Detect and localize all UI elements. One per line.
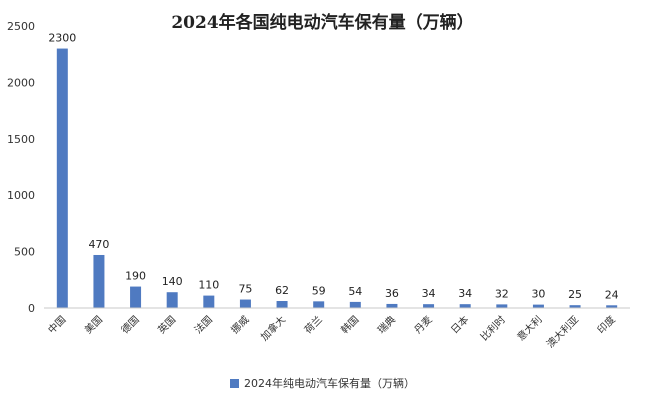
data-label: 54	[348, 285, 362, 298]
data-label: 25	[568, 288, 582, 301]
bar	[459, 304, 471, 308]
bar	[569, 305, 581, 308]
x-axis: 中国 美国 德国 英国 法国 挪威 加拿大 荷兰 韩国 瑞典 丹麦 日本 比利时 意大利 澳大利亚 印度	[44, 307, 630, 350]
bar	[496, 304, 508, 308]
data-label: 62	[275, 284, 289, 297]
data-label: 32	[495, 287, 509, 300]
x-tick-label: 意大利	[514, 313, 544, 343]
x-tick-label: 英国	[155, 313, 178, 336]
x-tick-label: 荷兰	[301, 313, 324, 336]
data-label: 59	[312, 284, 326, 297]
bar	[313, 301, 325, 308]
data-label: 30	[531, 288, 545, 301]
y-tick-label: 0	[28, 302, 35, 315]
y-tick-label: 1500	[7, 133, 35, 146]
data-label: 24	[605, 288, 619, 301]
legend-swatch	[230, 379, 239, 388]
y-tick-label: 500	[14, 246, 35, 259]
y-tick-label: 2000	[7, 76, 35, 89]
bar	[93, 254, 105, 308]
x-tick-label: 丹麦	[412, 314, 435, 337]
data-label: 34	[458, 287, 472, 300]
bar	[606, 305, 618, 308]
x-tick-label: 加拿大	[258, 313, 288, 343]
data-label: 110	[198, 279, 219, 292]
x-tick-label: 瑞典	[375, 313, 398, 336]
chart-title: 2024年各国纯电动汽车保有量（万辆）	[171, 13, 474, 33]
x-tick-label: 澳大利亚	[544, 313, 581, 350]
bar	[276, 301, 288, 308]
bar	[349, 301, 361, 308]
data-label: 2300	[48, 32, 76, 45]
data-label: 36	[385, 287, 399, 300]
x-tick-label: 美国	[82, 313, 105, 336]
x-tick-label: 韩国	[338, 313, 361, 336]
bar	[423, 304, 435, 308]
bar	[239, 299, 251, 308]
data-label: 34	[422, 287, 436, 300]
bar	[56, 48, 68, 309]
bar	[203, 295, 215, 308]
data-label: 140	[162, 275, 183, 288]
x-tick-label: 德国	[118, 313, 141, 336]
y-tick-label: 2500	[7, 20, 35, 33]
x-tick-label: 法国	[192, 313, 215, 336]
legend: 2024年纯电动汽车保有量（万辆）	[0, 375, 645, 391]
bar-series: 2300 470 190 140 110 75 62 59 54 36 34 34 32 30 25 24	[48, 32, 619, 309]
bar	[166, 292, 178, 308]
x-tick-label: 挪威	[228, 313, 251, 336]
legend-label: 2024年纯电动汽车保有量（万辆）	[244, 377, 415, 390]
data-label: 190	[125, 270, 146, 283]
bar	[532, 304, 544, 308]
x-tick-label: 日本	[448, 313, 471, 336]
bar	[386, 303, 398, 308]
data-label: 470	[88, 238, 109, 251]
bar	[130, 286, 142, 308]
y-tick-label: 1000	[7, 189, 35, 202]
x-tick-label: 比利时	[478, 314, 508, 344]
x-tick-label: 中国	[45, 313, 68, 336]
data-label: 75	[238, 283, 252, 296]
x-tick-label: 印度	[594, 313, 617, 336]
y-axis: 0 500 1000 1500 2000 2500	[7, 20, 35, 315]
